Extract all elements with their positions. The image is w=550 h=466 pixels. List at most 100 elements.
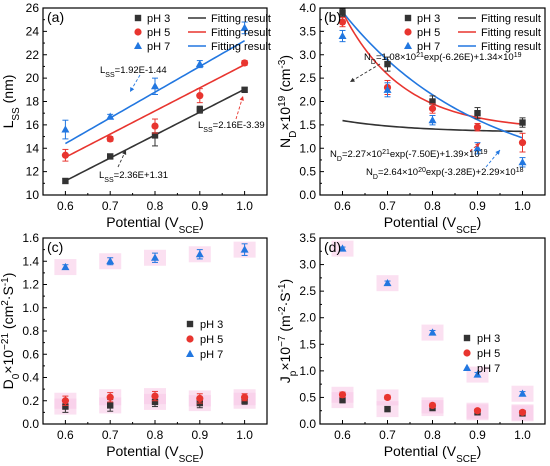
data-point-pH7: [61, 125, 70, 133]
data-point-pH5: [473, 407, 482, 415]
text-span: L: [99, 170, 104, 181]
data-point-pH5: [473, 123, 482, 131]
legend-marker: [404, 14, 412, 22]
fit-equation: ND=2.64×1020exp(-3.28E)+2.29×1018: [366, 167, 524, 181]
x-tick-label: 1.0: [236, 428, 253, 442]
data-point-pH5: [196, 92, 204, 100]
x-tick-label: 0.8: [147, 199, 164, 213]
text-span: Potential (V: [384, 214, 457, 230]
text-span: L: [100, 65, 105, 76]
text-span: SS: [104, 177, 114, 184]
text-span: =2.16E-3.39: [213, 120, 265, 131]
y-tick-label: 0.0: [299, 188, 316, 202]
data-point-pH5: [383, 393, 392, 402]
text-span: SS: [11, 107, 22, 121]
x-tick-label: 1.0: [514, 428, 531, 442]
data-point-pH5: [518, 408, 527, 416]
text-span: 19: [480, 149, 488, 156]
y-tick-label: 0.6: [22, 347, 39, 361]
fit-line-pH7: [341, 11, 523, 139]
text-span: (nm): [0, 75, 16, 108]
fit-equation: LSS=2.16E-3.39: [198, 120, 265, 134]
legend-fit-label: Fitting result: [481, 27, 541, 39]
data-point-pH7: [106, 112, 115, 120]
y-tick-label: 20: [26, 71, 40, 85]
data-point-pH7: [61, 262, 70, 271]
text-span: SS: [203, 127, 213, 134]
x-tick-label: 0.8: [424, 428, 441, 442]
data-point-pH5: [151, 122, 159, 130]
x-tick-label: 0.7: [379, 199, 396, 213]
data-point-pH7: [428, 116, 437, 124]
data-point-pH3: [62, 177, 69, 185]
y-tick-label: 18: [26, 95, 40, 109]
x-tick-label: 0.6: [334, 199, 351, 213]
text-span: J: [277, 376, 293, 383]
y-tick-label: 14: [26, 141, 40, 155]
text-span: SCE: [456, 454, 477, 465]
text-span: N: [277, 138, 293, 148]
fit-line-pH3: [342, 119, 523, 133]
text-span: (m: [277, 315, 293, 335]
y-tick-label: 0.8: [22, 324, 39, 338]
legend-label: pH 5: [417, 27, 440, 39]
data-point-pH7: [473, 370, 482, 378]
text-span: D: [371, 59, 376, 66]
data-point-pH3: [151, 132, 159, 139]
text-span: ): [477, 214, 482, 230]
arrow-head: [122, 150, 127, 155]
y-tick-label: 0.5: [299, 165, 316, 179]
data-point-pH7: [383, 85, 392, 93]
text-span: =1.08×10: [376, 52, 416, 63]
x-tick-label: 0.8: [147, 428, 164, 442]
x-tick-label: 1.0: [514, 199, 531, 213]
text-span: L: [198, 120, 203, 131]
text-span: ): [277, 279, 293, 284]
text-span: −7: [277, 335, 288, 347]
data-point-pH3: [107, 153, 114, 160]
text-span: -3: [277, 59, 288, 68]
legend-fit-label: Fitting result: [211, 41, 271, 53]
legend-fit-label: Fitting result: [481, 13, 541, 25]
x-tick-label: 0.6: [57, 199, 74, 213]
data-point-pH5: [151, 392, 159, 400]
legend-label: pH 5: [147, 27, 170, 39]
text-span: N: [366, 167, 373, 178]
legend-marker: [463, 334, 471, 342]
data-point-pH3: [151, 398, 159, 406]
data-point-pH5: [196, 394, 204, 403]
text-span: N: [364, 52, 371, 63]
x-tick-label: 0.9: [469, 428, 486, 442]
legend-marker: [186, 335, 194, 343]
data-point-pH7: [240, 23, 249, 31]
y-tick-label: 1.2: [22, 278, 39, 292]
data-point-pH7: [151, 253, 159, 261]
data-point-pH3: [519, 119, 526, 126]
x-tick-label: 0.6: [334, 428, 351, 442]
legend-marker: [404, 41, 412, 49]
data-point-pH7: [106, 257, 115, 265]
y-tick-label: 1.0: [22, 301, 39, 315]
data-point-pH5: [338, 391, 347, 399]
y-tick-label: 16: [26, 118, 40, 132]
panel-letter: (a): [47, 9, 64, 25]
y-tick-label: 4.0: [299, 1, 316, 15]
data-point-pH3: [384, 60, 391, 68]
text-span: =2.64×10: [378, 167, 418, 178]
arrow-head: [350, 77, 355, 82]
text-span: D: [0, 379, 16, 389]
legend-marker: [134, 14, 142, 22]
text-span: 2: [0, 300, 11, 306]
y-tick-label: 3.5: [299, 231, 316, 245]
fit-equation: LSS=1.92E-1.44: [100, 65, 167, 79]
y-tick-label: 0.5: [299, 390, 316, 404]
y-tick-label: 2.5: [299, 71, 316, 85]
data-point-pH5: [518, 139, 527, 147]
y-tick-label: 3.0: [299, 48, 316, 62]
legend-marker: [134, 41, 142, 49]
data-point-pH5: [338, 18, 347, 26]
data-point-pH3: [429, 98, 436, 105]
legend-label: pH 5: [200, 334, 223, 346]
legend-fit-label: Fitting result: [481, 41, 541, 53]
fit-equation: ND=2.27×1021exp(-7.50E)+1.39×1019: [330, 149, 488, 163]
